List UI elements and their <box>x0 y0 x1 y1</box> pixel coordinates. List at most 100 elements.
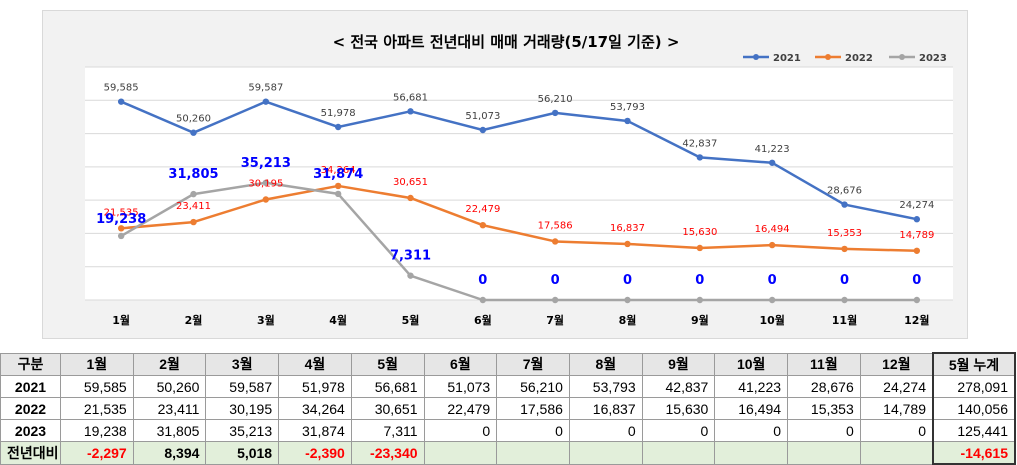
row-label: 2022 <box>0 397 61 420</box>
diff-cell: 5,018 <box>205 441 280 465</box>
table-cell: 17,586 <box>496 397 570 420</box>
data-point-2021 <box>768 159 776 166</box>
data-label-2022: 30,651 <box>393 177 428 188</box>
table-header-cell: 6월 <box>423 352 498 376</box>
data-point-2023 <box>696 296 704 304</box>
data-point-2023 <box>262 179 270 186</box>
table-header-cell: 11월 <box>787 352 861 376</box>
table-cell: 140,056 <box>932 397 1016 420</box>
x-tick-label: 9월 <box>691 313 709 327</box>
table-cell: 31,805 <box>132 419 207 442</box>
data-point-2022 <box>841 245 848 253</box>
data-label-2022: 30,195 <box>248 178 283 189</box>
diff-cell <box>787 441 861 465</box>
data-label-2022: 21,535 <box>104 207 139 218</box>
data-label-2023: 0 <box>912 273 921 288</box>
table-cell: 23,411 <box>132 397 207 420</box>
table-cell: 278,091 <box>932 375 1016 398</box>
data-label-2022: 16,494 <box>755 224 790 235</box>
data-point-2022 <box>117 225 125 232</box>
legend-marker-2021 <box>753 54 759 60</box>
data-point-2022 <box>407 194 414 202</box>
diff-cell: -23,340 <box>350 441 425 465</box>
data-point-2023 <box>913 296 921 304</box>
table-cell: 59,585 <box>60 375 134 398</box>
x-tick-label: 4월 <box>329 313 347 327</box>
data-point-2023 <box>334 190 342 198</box>
data-point-2022 <box>479 221 487 229</box>
table-header-row: 구분 1월 2월 3월 4월 5월 6월 7월 8월 9월 10월 11월 12월 5월 누계 <box>0 352 1016 376</box>
diff-cell: -2,297 <box>60 441 134 465</box>
data-label-2023: 0 <box>768 273 777 288</box>
data-point-2021 <box>117 98 125 105</box>
x-tick-label: 12월 <box>904 313 929 327</box>
data-label-2023: 0 <box>478 273 487 288</box>
data-label-2021: 41,223 <box>755 144 790 155</box>
table-cell: 0 <box>641 419 716 442</box>
table-cell: 50,260 <box>132 375 207 398</box>
data-label-2022: 22,479 <box>465 204 500 215</box>
table-cell: 14,789 <box>859 397 934 420</box>
legend-marker-2023 <box>899 54 905 60</box>
series-line-2021 <box>120 100 918 221</box>
data-label-2021: 56,210 <box>538 94 573 105</box>
diff-cell <box>423 441 498 465</box>
data-label-2021: 53,793 <box>610 102 645 113</box>
row-label: 2021 <box>0 375 61 398</box>
row-label: 2023 <box>0 419 61 442</box>
data-point-2022 <box>768 241 776 249</box>
data-point-2022 <box>334 182 342 190</box>
table-header-cell: 3월 <box>205 352 280 376</box>
table-cell: 0 <box>568 419 643 442</box>
data-point-2023 <box>624 296 631 304</box>
table-cell: 125,441 <box>932 419 1016 442</box>
table-cell: 0 <box>423 419 498 442</box>
table-row: 2022 21,535 23,411 30,195 34,264 30,651 22,479… <box>0 397 1016 420</box>
table-cell: 7,311 <box>350 419 425 442</box>
data-point-2021 <box>479 126 487 134</box>
data-point-2021 <box>190 129 197 136</box>
table-header-cell: 10월 <box>714 352 789 376</box>
table-cell: 0 <box>859 419 934 442</box>
data-point-2023 <box>190 190 197 198</box>
data-label-2023: 0 <box>840 273 849 288</box>
table-header-cell: 9월 <box>641 352 716 376</box>
table-cell: 28,676 <box>787 375 861 398</box>
data-point-2022 <box>190 218 197 226</box>
legend-marker-2022 <box>825 54 831 60</box>
table-cell: 51,978 <box>278 375 352 398</box>
data-label-2022: 23,411 <box>176 201 211 212</box>
data-label-2022: 16,837 <box>610 223 645 234</box>
data-label-2021: 56,681 <box>393 92 428 103</box>
table-cell: 41,223 <box>714 375 789 398</box>
table-row: 2021 59,585 50,260 59,587 51,978 56,681 51,073… <box>0 375 1016 398</box>
chart-area: < 전국 아파트 전년대비 매매 거래량(5/17일 기준) > 2021 2022… <box>42 10 968 339</box>
table-cell: 30,651 <box>350 397 425 420</box>
data-label-2023: 7,311 <box>390 249 431 264</box>
table-cell: 56,681 <box>350 375 425 398</box>
data-label-2021: 50,260 <box>176 114 211 125</box>
table-cell: 21,535 <box>60 397 134 420</box>
x-tick-label: 2월 <box>185 313 203 327</box>
data-label-2022: 15,630 <box>682 227 717 238</box>
data-point-2021 <box>551 109 559 117</box>
series-line-2023 <box>120 181 917 302</box>
table-header-cell: 5월 <box>350 352 425 376</box>
data-point-2021 <box>262 98 270 105</box>
table-cell: 31,874 <box>278 419 352 442</box>
data-point-2023 <box>841 296 848 304</box>
data-point-2021 <box>696 154 704 161</box>
table-cell: 24,274 <box>859 375 934 398</box>
table-header-cell: 8월 <box>568 352 643 376</box>
data-label-2023: 19,238 <box>96 212 146 227</box>
table-cell: 42,837 <box>641 375 716 398</box>
legend-label-2023: 2023 <box>919 53 947 64</box>
data-label-2021: 28,676 <box>827 186 862 197</box>
table-row-diff: 전년대비 -2,297 8,394 5,018 -2,390 -23,340 -14,615 <box>0 441 1016 465</box>
diff-cell <box>496 441 570 465</box>
data-label-2023: 35,213 <box>241 156 291 171</box>
diff-cell <box>568 441 643 465</box>
data-label-2023: 31,874 <box>313 167 363 182</box>
plot-area <box>85 67 953 300</box>
table-header-cell: 1월 <box>60 352 134 376</box>
